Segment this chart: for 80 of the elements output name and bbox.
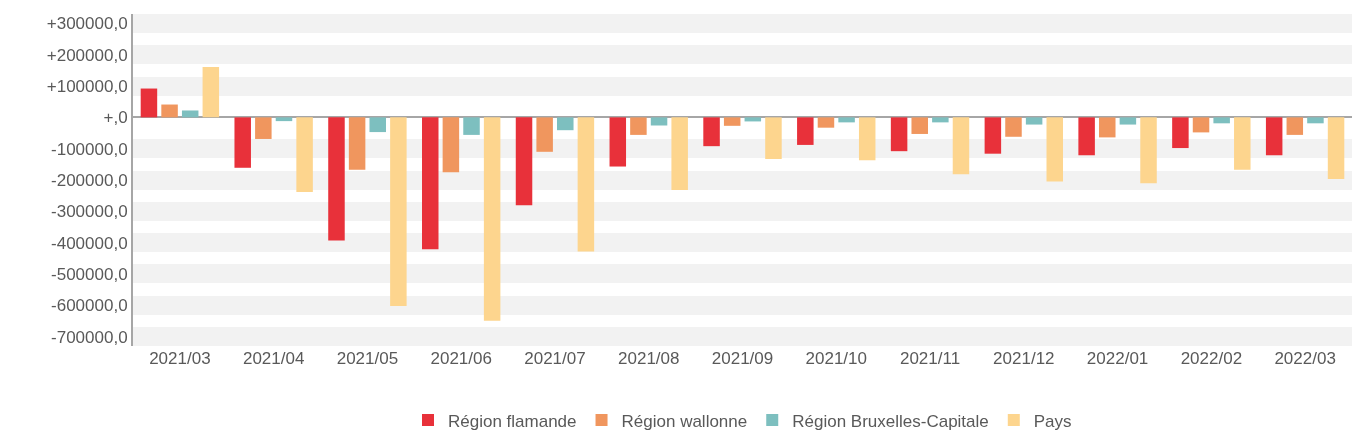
- bar: [1099, 117, 1116, 138]
- bar: [984, 117, 1002, 154]
- bar: [463, 117, 480, 135]
- bar: [952, 117, 970, 175]
- bar: [390, 117, 407, 306]
- bar: [838, 117, 855, 123]
- x-tick-label: 2021/05: [336, 349, 399, 368]
- y-tick-label: -700000,0: [51, 327, 128, 347]
- bar: [1005, 117, 1022, 137]
- bar: [1327, 117, 1345, 180]
- bar: [765, 117, 782, 160]
- bar: [671, 117, 688, 191]
- bar: [234, 117, 251, 168]
- bar: [1286, 117, 1304, 135]
- bar: [1119, 117, 1137, 125]
- bar: [650, 117, 668, 126]
- bar: [296, 117, 313, 192]
- x-tick-label: 2021/03: [149, 349, 211, 368]
- bar: [723, 117, 741, 126]
- bar: [890, 117, 908, 152]
- y-tick-label: -300000,0: [51, 202, 128, 222]
- bar: [817, 117, 835, 128]
- bar: [1025, 117, 1043, 125]
- bar: [1046, 117, 1063, 182]
- bar: [744, 117, 762, 122]
- legend-label: Région wallonne: [621, 411, 748, 431]
- y-tick-label: -500000,0: [51, 264, 128, 284]
- bar: [483, 117, 501, 321]
- bar: [911, 117, 928, 134]
- x-tick-label: 2021/07: [524, 349, 586, 368]
- bar: [181, 110, 199, 118]
- bar: [1307, 117, 1324, 124]
- bar: [703, 117, 720, 147]
- legend-label: Région flamande: [448, 411, 577, 431]
- bar: [932, 117, 949, 123]
- bar: [328, 117, 345, 241]
- bar: [255, 117, 272, 139]
- bar: [609, 117, 627, 167]
- x-tick-label: 2022/01: [1086, 349, 1149, 368]
- bar: [422, 117, 439, 250]
- x-tick-label: 2021/09: [711, 349, 774, 368]
- bar: [1213, 117, 1230, 124]
- x-tick-label: 2021/06: [430, 349, 492, 368]
- legend-label: Pays: [1033, 411, 1072, 431]
- x-tick-label: 2021/04: [242, 349, 305, 368]
- bar: [161, 104, 178, 118]
- bar: [275, 117, 293, 122]
- bar: [577, 117, 595, 252]
- y-tick-label: +200000,0: [46, 45, 128, 65]
- x-tick-label: 2021/12: [993, 349, 1055, 368]
- bar: [1265, 117, 1283, 156]
- bar: [858, 117, 876, 161]
- y-tick-label: +300000,0: [46, 14, 128, 34]
- bar: [1172, 117, 1189, 149]
- bar: [140, 88, 158, 118]
- bar: [442, 117, 460, 173]
- y-tick-label: +,0: [103, 108, 128, 128]
- bar: [1192, 117, 1210, 133]
- bar: [348, 117, 366, 170]
- legend-label: Région Bruxelles-Capitale: [792, 411, 989, 431]
- y-tick-label: -200000,0: [51, 170, 128, 190]
- bar: [1234, 117, 1251, 170]
- bar: [1140, 117, 1157, 184]
- y-tick-label: -600000,0: [51, 296, 128, 316]
- bar: [557, 117, 574, 131]
- x-tick-label: 2022/02: [1180, 349, 1243, 368]
- bar: [797, 117, 814, 145]
- bar: [369, 117, 386, 133]
- x-tick-label: 2022/03: [1274, 349, 1336, 368]
- x-tick-label: 2021/11: [899, 349, 961, 368]
- y-tick-label: -100000,0: [51, 139, 128, 159]
- bar: [630, 117, 647, 135]
- x-tick-label: 2021/10: [805, 349, 867, 368]
- x-tick-label: 2021/08: [618, 349, 680, 368]
- bar: [515, 117, 533, 206]
- y-tick-label: +100000,0: [46, 76, 128, 96]
- bar: [1078, 117, 1095, 156]
- bar: [202, 66, 220, 118]
- y-tick-label: -400000,0: [51, 233, 128, 253]
- bar: [536, 117, 553, 152]
